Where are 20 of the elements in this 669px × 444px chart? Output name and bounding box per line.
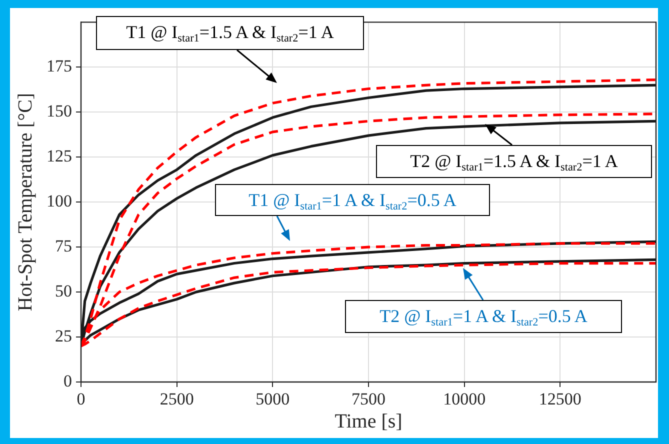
text-box: T1 @ I$_{star1}$=1.5 A & I$_{star2}$=1 A <box>96 16 364 50</box>
y-axis-title: Hot-Spot Temperature [°C] <box>14 92 36 312</box>
y-tick-label: 150 <box>46 102 72 121</box>
text-box: T1 @ I$_{star1}$=1 A & I$_{star2}$=0.5 A <box>215 184 490 216</box>
x-tick-label: 12500 <box>538 390 582 409</box>
y-tick-label: 0 <box>64 371 72 390</box>
y-tick-label: 125 <box>46 146 72 166</box>
y-tick-label: 25 <box>55 326 72 346</box>
y-tick-label: 175 <box>46 56 72 76</box>
text-box: T2 @ I$_{star1}$=1.5 A & I$_{star2}$=1 A <box>376 145 652 178</box>
text-box: T2 @ I$_{star1}$=1 A & I$_{star2}$=0.5 A <box>345 300 622 333</box>
x-axis-title: Time [s] <box>334 410 402 432</box>
y-tick-label: 50 <box>55 282 72 301</box>
x-tick-label: 10000 <box>443 390 486 409</box>
x-tick-label: 7500 <box>352 390 386 409</box>
x-tick-label: 2500 <box>160 390 194 409</box>
x-tick-label: 5000 <box>256 390 290 409</box>
y-tick-label: 75 <box>55 236 72 256</box>
x-tick-label: 0 <box>76 390 86 409</box>
y-tick-label: 100 <box>46 192 72 211</box>
